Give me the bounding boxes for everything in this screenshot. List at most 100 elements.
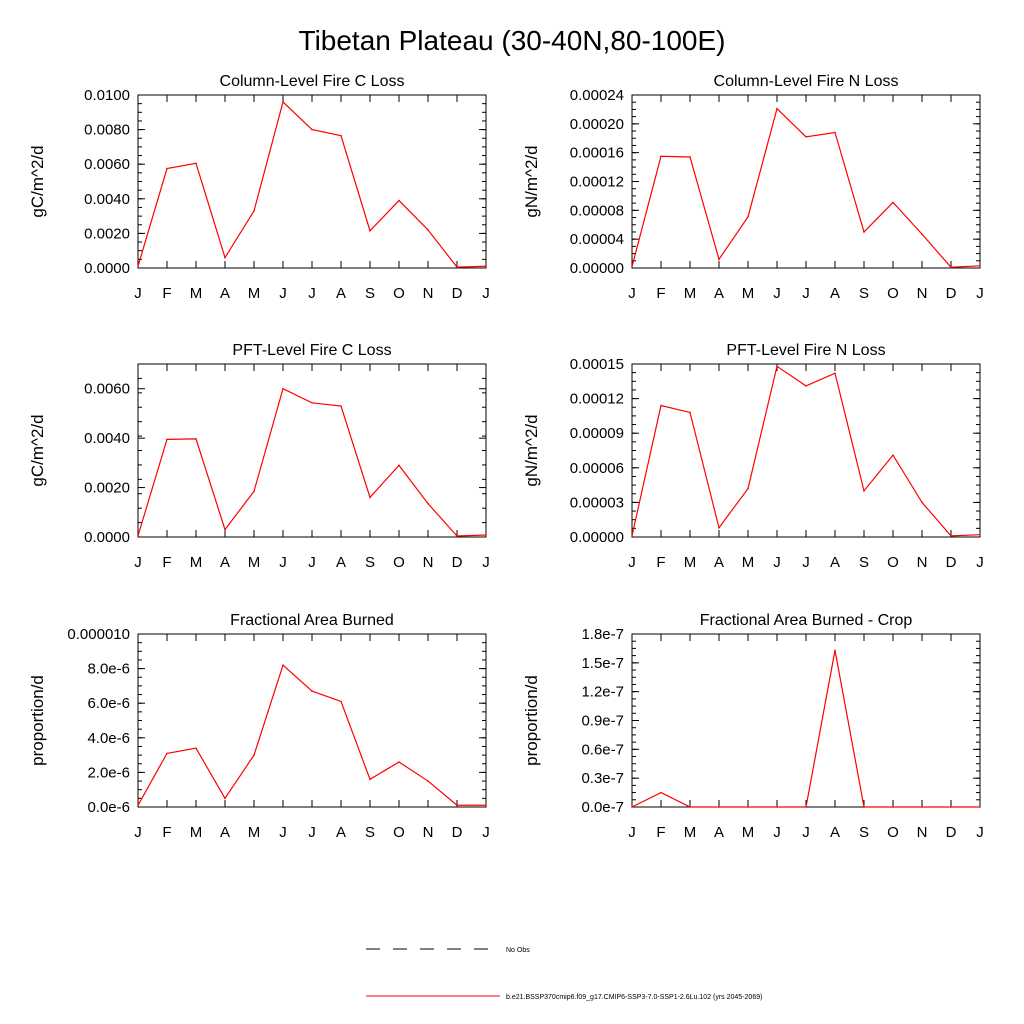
x-tick-label: A [714, 554, 724, 571]
y-tick-label: 0.0060 [84, 381, 130, 398]
x-tick-label: N [423, 554, 434, 571]
x-tick-label: A [336, 824, 346, 841]
y-tick-label: 0.0000 [84, 260, 130, 277]
x-tick-label: N [917, 554, 928, 571]
x-tick-label: J [802, 285, 810, 302]
y-tick-label: 0.6e-7 [581, 741, 624, 758]
data-point [340, 700, 342, 703]
data-point [398, 464, 400, 467]
x-tick-label: M [248, 824, 261, 841]
data-point [166, 167, 168, 170]
data-point [224, 797, 226, 800]
data-point [369, 496, 371, 499]
x-tick-label: J [134, 824, 142, 841]
y-tick-label: 0.00015 [570, 356, 624, 373]
data-point [950, 806, 952, 808]
x-tick-label: S [859, 554, 869, 571]
y-tick-label: 6.0e-6 [87, 695, 130, 712]
y-axis-label: proportion/d [522, 675, 541, 766]
data-point [979, 533, 981, 536]
x-tick-label: J [279, 285, 287, 302]
y-tick-label: 0.000010 [67, 626, 130, 643]
data-point [398, 199, 400, 202]
x-tick-label: D [452, 285, 463, 302]
data-point [485, 804, 487, 807]
data-point [834, 131, 836, 134]
y-tick-label: 0.0020 [84, 225, 130, 242]
y-tick-label: 8.0e-6 [87, 661, 130, 678]
y-tick-label: 0.0e-7 [581, 799, 624, 816]
x-tick-label: J [628, 824, 636, 841]
data-point [921, 501, 923, 504]
x-tick-label: M [190, 285, 203, 302]
x-tick-label: F [162, 285, 171, 302]
y-tick-label: 0.00003 [570, 494, 624, 511]
data-point [834, 649, 836, 652]
y-axis-label: gC/m^2/d [28, 145, 47, 217]
y-tick-label: 0.00004 [570, 231, 624, 248]
chart-title: Column-Level Fire C Loss [220, 73, 405, 90]
data-point [311, 128, 313, 131]
data-point [921, 233, 923, 235]
legend-label: b.e21.BSSP370cmip6.f09_g17.CMIP6-SSP3-7.… [506, 994, 762, 1001]
x-tick-label: M [248, 285, 261, 302]
x-tick-label: D [946, 285, 957, 302]
x-tick-label: M [684, 554, 697, 571]
data-point [398, 761, 400, 763]
data-point [137, 534, 139, 537]
x-tick-label: J [976, 824, 984, 841]
y-tick-label: 1.2e-7 [581, 684, 624, 701]
data-point [282, 101, 284, 103]
x-tick-label: F [162, 824, 171, 841]
x-tick-label: M [248, 554, 261, 571]
data-point [921, 806, 923, 808]
data-point [224, 528, 226, 531]
x-tick-label: O [393, 285, 405, 302]
data-point [747, 487, 749, 490]
chart-title: PFT-Level Fire C Loss [232, 342, 391, 359]
series-line [137, 664, 486, 806]
y-tick-label: 0.00016 [570, 145, 624, 162]
y-tick-label: 0.00020 [570, 116, 624, 133]
data-point [340, 134, 342, 137]
y-tick-label: 1.8e-7 [581, 626, 624, 643]
y-tick-label: 0.0e-6 [87, 799, 130, 816]
plot-frame [631, 633, 981, 808]
y-tick-label: 0.0020 [84, 480, 130, 497]
data-point [834, 372, 836, 375]
x-tick-label: N [423, 285, 434, 302]
x-tick-label: J [279, 824, 287, 841]
data-point [485, 265, 487, 268]
data-point [282, 387, 284, 390]
data-point [311, 402, 313, 404]
chart-title: Column-Level Fire N Loss [714, 73, 899, 90]
plot-frame [631, 94, 981, 269]
x-tick-label: A [830, 285, 840, 302]
data-point [311, 690, 313, 692]
y-tick-label: 1.5e-7 [581, 655, 624, 672]
data-point [892, 201, 894, 204]
x-tick-label: N [423, 824, 434, 841]
x-tick-label: J [802, 824, 810, 841]
x-tick-label: D [452, 554, 463, 571]
plot-frame [137, 363, 487, 538]
data-point [427, 780, 429, 782]
x-tick-label: O [393, 824, 405, 841]
x-tick-label: F [656, 824, 665, 841]
y-tick-label: 0.00008 [570, 202, 624, 219]
plot-frame [137, 633, 487, 808]
x-tick-label: N [917, 824, 928, 841]
x-tick-label: A [830, 554, 840, 571]
x-tick-label: A [830, 824, 840, 841]
x-tick-label: J [482, 285, 490, 302]
x-tick-label: M [742, 554, 755, 571]
x-tick-label: J [308, 824, 316, 841]
y-tick-label: 0.3e-7 [581, 770, 624, 787]
data-point [863, 490, 865, 492]
data-point [631, 535, 633, 537]
x-tick-label: J [976, 554, 984, 571]
data-point [137, 804, 139, 807]
data-point [689, 411, 691, 414]
